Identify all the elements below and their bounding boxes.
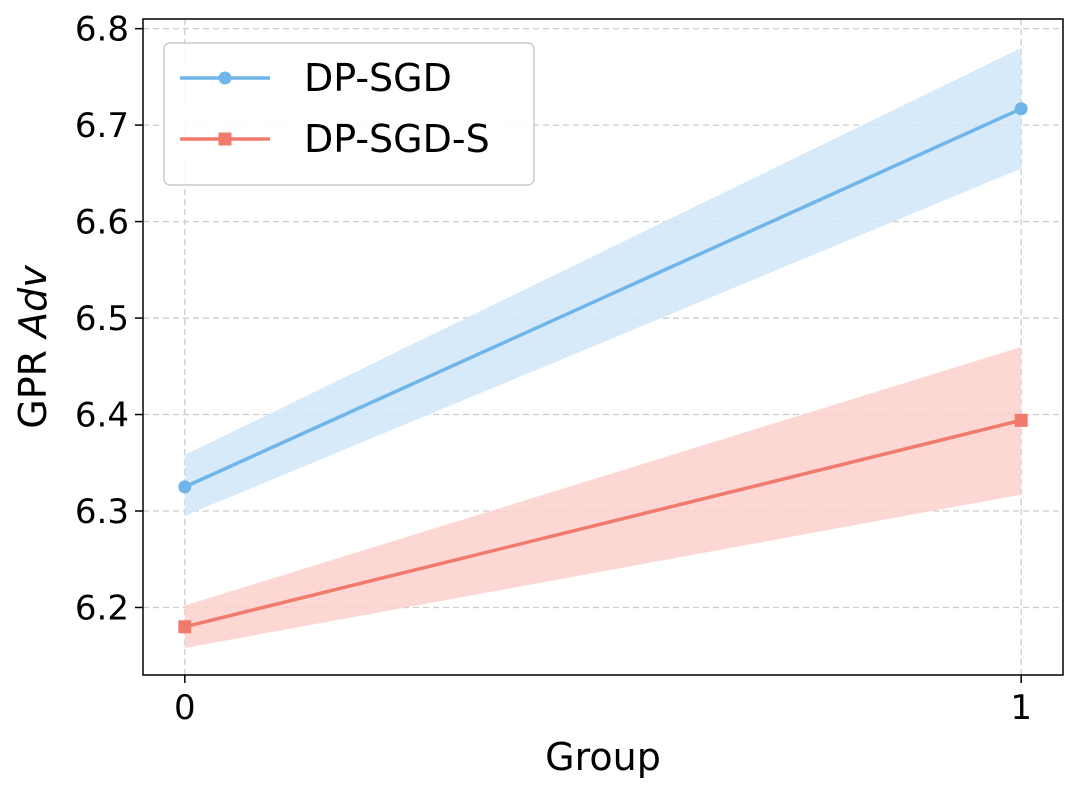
- confidence-band: [184, 47, 1022, 516]
- y-tick-label: 6.6: [75, 203, 129, 243]
- y-axis-label-italic: Adv: [11, 265, 55, 341]
- y-tick-label: 6.2: [75, 588, 129, 628]
- legend: DP-SGD DP-SGD-S: [163, 42, 535, 186]
- series-line: [184, 107, 1022, 489]
- legend-items: DP-SGD DP-SGD-S: [180, 56, 490, 161]
- series-lines: [184, 107, 1022, 629]
- series-markers: [178, 102, 1028, 634]
- y-tick-label: 6.5: [75, 299, 129, 339]
- x-tick-label: 1: [1010, 688, 1032, 728]
- confidence-bands: [184, 47, 1022, 648]
- data-point-square: [1014, 413, 1028, 427]
- y-tick-label: 6.8: [75, 10, 129, 50]
- y-axis-label: GPR Adv: [11, 265, 55, 429]
- plot-frame: [142, 18, 1064, 676]
- legend-label: DP-SGD-S: [304, 117, 490, 161]
- series-line: [184, 418, 1022, 629]
- axis-ticks: 6.2 6.3 6.4 6.5 6.6 6.7 6.8 0 1: [75, 10, 1032, 728]
- data-point-circle: [1014, 102, 1028, 116]
- x-tick-label: 0: [174, 688, 196, 728]
- legend-marker-circle: [218, 71, 232, 85]
- y-tick-label: 6.7: [75, 106, 129, 146]
- data-point-square: [178, 620, 192, 634]
- y-axis-label-main: GPR: [11, 350, 55, 429]
- legend-label: DP-SGD: [304, 56, 452, 100]
- confidence-band: [184, 347, 1022, 648]
- data-point-circle: [178, 480, 192, 494]
- legend-marker-square: [218, 132, 232, 146]
- x-axis-label: Group: [545, 735, 661, 779]
- y-tick-label: 6.3: [75, 492, 129, 532]
- y-tick-label: 6.4: [75, 396, 129, 436]
